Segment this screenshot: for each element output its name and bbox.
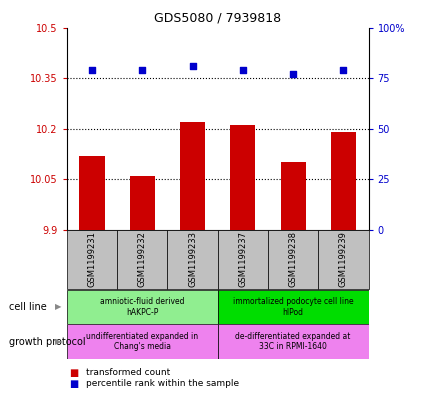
Bar — [129, 176, 154, 230]
Text: ■: ■ — [69, 378, 78, 389]
Text: growth protocol: growth protocol — [9, 336, 85, 347]
Bar — [67, 230, 117, 289]
Bar — [230, 125, 255, 230]
Bar — [67, 324, 217, 359]
Text: de-differentiated expanded at
33C in RPMI-1640: de-differentiated expanded at 33C in RPM… — [235, 332, 350, 351]
Text: immortalized podocyte cell line
hIPod: immortalized podocyte cell line hIPod — [232, 297, 353, 317]
Text: GSM1199239: GSM1199239 — [338, 231, 347, 287]
Bar — [180, 122, 205, 230]
Point — [289, 71, 296, 77]
Text: ■: ■ — [69, 367, 78, 378]
Text: GSM1199232: GSM1199232 — [138, 231, 146, 287]
Text: GSM1199237: GSM1199237 — [238, 231, 247, 287]
Bar — [167, 230, 217, 289]
Point — [189, 63, 196, 69]
Bar — [79, 156, 104, 230]
Bar — [67, 290, 217, 324]
Bar — [217, 324, 368, 359]
Bar — [330, 132, 355, 230]
Text: amniotic-fluid derived
hAKPC-P: amniotic-fluid derived hAKPC-P — [100, 297, 184, 317]
Bar — [217, 290, 368, 324]
Title: GDS5080 / 7939818: GDS5080 / 7939818 — [154, 12, 280, 25]
Bar — [317, 230, 368, 289]
Point — [88, 67, 95, 73]
Bar — [267, 230, 317, 289]
Text: GSM1199231: GSM1199231 — [87, 231, 96, 287]
Text: ▶: ▶ — [55, 337, 61, 346]
Bar — [280, 162, 305, 230]
Point — [339, 67, 346, 73]
Bar — [217, 230, 267, 289]
Point — [239, 67, 246, 73]
Text: undifferentiated expanded in
Chang's media: undifferentiated expanded in Chang's med… — [86, 332, 198, 351]
Text: cell line: cell line — [9, 302, 46, 312]
Bar — [117, 230, 167, 289]
Text: percentile rank within the sample: percentile rank within the sample — [86, 379, 239, 388]
Text: GSM1199233: GSM1199233 — [187, 231, 197, 287]
Point — [138, 67, 145, 73]
Text: ▶: ▶ — [55, 303, 61, 311]
Text: GSM1199238: GSM1199238 — [288, 231, 297, 287]
Text: transformed count: transformed count — [86, 368, 170, 377]
